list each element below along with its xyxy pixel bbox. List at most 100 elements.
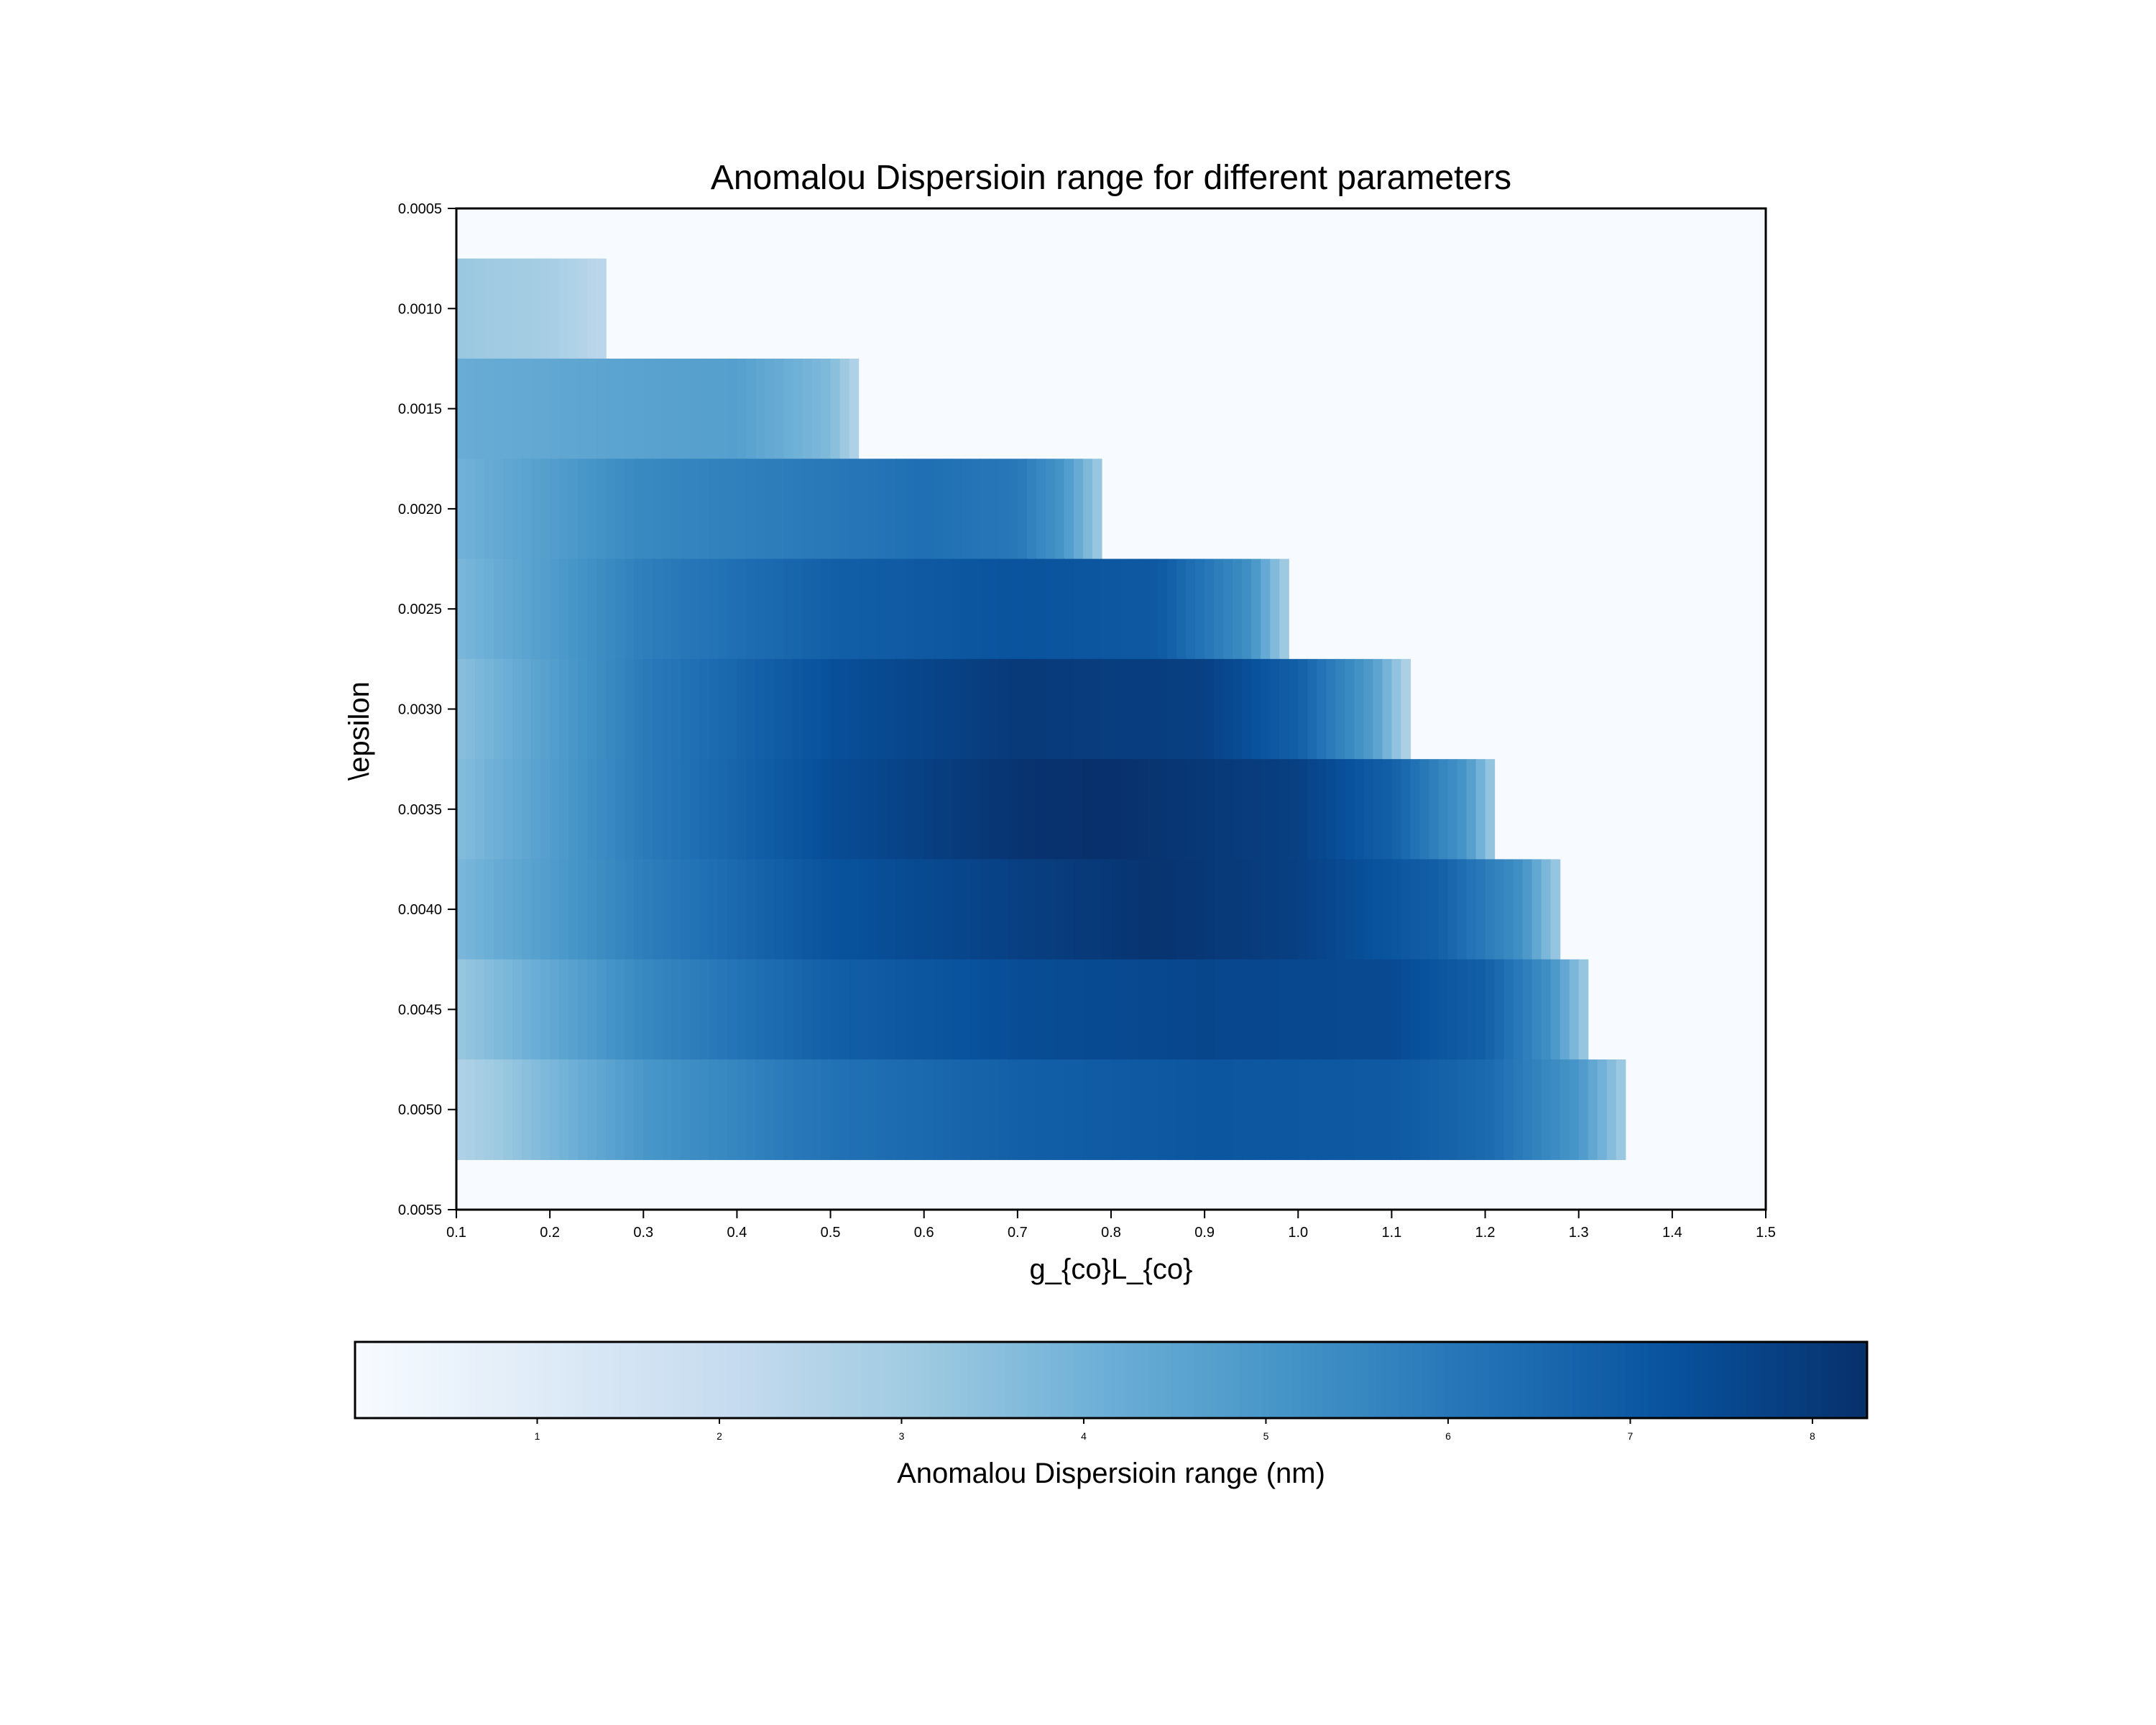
- heatmap-cell: [746, 358, 757, 459]
- colorbar-cell: [1473, 1342, 1483, 1418]
- heatmap-cell: [596, 759, 607, 860]
- heatmap-cell: [559, 859, 569, 960]
- heatmap-cell: [839, 558, 850, 660]
- colorbar-cell: [1065, 1342, 1074, 1418]
- colorbar-cell: [400, 1342, 409, 1418]
- y-tick-label: 0.0010: [398, 301, 442, 317]
- heatmap-cell: [783, 959, 794, 1060]
- colorbar-cell: [1821, 1342, 1830, 1418]
- heatmap-cell: [765, 358, 775, 459]
- heatmap-cell: [1064, 658, 1074, 760]
- colorbar-cell: [1565, 1342, 1573, 1418]
- heatmap-cell: [774, 558, 785, 660]
- heatmap-cell: [1026, 658, 1037, 760]
- heatmap-cell: [1233, 1059, 1243, 1160]
- colorbar-cell: [1269, 1342, 1279, 1418]
- heatmap-cell: [793, 658, 803, 760]
- heatmap-cell: [1382, 959, 1393, 1060]
- heatmap-cell: [718, 859, 729, 960]
- heatmap-cell: [587, 1059, 597, 1160]
- y-tick-label: 0.0005: [398, 201, 442, 217]
- heatmap-cell: [456, 258, 466, 359]
- heatmap-cell: [923, 859, 934, 960]
- heatmap-cell: [1223, 959, 1233, 1060]
- heatmap-cell: [746, 759, 757, 860]
- heatmap-cell: [1522, 859, 1533, 960]
- colorbar-cell: [1043, 1342, 1051, 1418]
- chart-title: Anomalou Dispersioin range for different…: [711, 159, 1511, 197]
- colorbar-cell: [710, 1342, 719, 1418]
- heatmap-cell: [550, 459, 560, 560]
- colorbar-cell: [1300, 1342, 1309, 1418]
- heatmap-cell: [952, 959, 962, 1060]
- heatmap-cell: [512, 859, 522, 960]
- colorbar-cell: [1557, 1342, 1565, 1418]
- heatmap-cell: [690, 459, 700, 560]
- heatmap-cell: [494, 759, 504, 860]
- heatmap-cell: [1485, 759, 1496, 860]
- colorbar-cell: [1118, 1342, 1127, 1418]
- colorbar-cell: [461, 1342, 469, 1418]
- heatmap-cell: [755, 459, 766, 560]
- heatmap-cell: [933, 759, 944, 860]
- heatmap-cell: [1064, 759, 1074, 860]
- heatmap-cell: [681, 1059, 691, 1160]
- heatmap-cell: [709, 658, 719, 760]
- y-tick-label: 0.0020: [398, 502, 442, 518]
- heatmap-cell: [512, 959, 522, 1060]
- heatmap-cell: [1242, 759, 1252, 860]
- heatmap-cell: [1401, 658, 1411, 760]
- colorbar-cell: [1610, 1342, 1618, 1418]
- heatmap-cell: [540, 959, 550, 1060]
- heatmap-cell: [1167, 658, 1177, 760]
- heatmap-cell: [1289, 759, 1299, 860]
- heatmap-cell: [1054, 859, 1065, 960]
- heatmap-cell: [1167, 558, 1177, 660]
- heatmap-cell: [914, 1059, 925, 1160]
- heatmap-cell: [802, 658, 813, 760]
- colorbar-cell: [1708, 1342, 1717, 1418]
- heatmap-cell: [718, 558, 729, 660]
- colorbar-cell: [1806, 1342, 1815, 1418]
- heatmap-cell: [839, 658, 850, 760]
- heatmap-cell: [587, 658, 597, 760]
- heatmap-cell: [1597, 1059, 1608, 1160]
- colorbar-cell: [544, 1342, 553, 1418]
- heatmap-cell: [503, 358, 513, 459]
- heatmap-cell: [811, 959, 822, 1060]
- heatmap-cell: [1401, 959, 1411, 1060]
- colorbar-cell: [876, 1342, 885, 1418]
- heatmap-cell: [980, 558, 990, 660]
- colorbar-cell: [551, 1342, 560, 1418]
- heatmap-cell: [1457, 859, 1468, 960]
- heatmap-cell: [886, 658, 897, 760]
- colorbar-cell: [1693, 1342, 1702, 1418]
- heatmap-cell: [1101, 558, 1112, 660]
- heatmap-cell: [1345, 759, 1355, 860]
- heatmap-cell: [653, 459, 663, 560]
- heatmap-cell: [522, 759, 532, 860]
- heatmap-cell: [699, 959, 709, 1060]
- heatmap-cell: [1373, 658, 1383, 760]
- heatmap-cell: [1419, 759, 1430, 860]
- heatmap-cell: [1279, 1059, 1289, 1160]
- heatmap-cell: [690, 1059, 700, 1160]
- colorbar-cell: [695, 1342, 704, 1418]
- heatmap-cell: [690, 358, 700, 459]
- heatmap-cell: [830, 859, 841, 960]
- heatmap-cell: [1026, 859, 1037, 960]
- colorbar-cell: [770, 1342, 779, 1418]
- heatmap-cell: [802, 459, 813, 560]
- heatmap-cell: [662, 759, 672, 860]
- heatmap-cell: [1167, 759, 1177, 860]
- heatmap-cell: [1326, 959, 1336, 1060]
- heatmap-cell: [765, 658, 775, 760]
- colorbar-cell: [1836, 1342, 1846, 1418]
- heatmap-cell: [1101, 859, 1112, 960]
- heatmap-cell: [774, 1059, 785, 1160]
- heatmap-cell: [531, 658, 541, 760]
- heatmap-cell: [1092, 459, 1102, 560]
- heatmap-cell: [737, 558, 747, 660]
- heatmap-cells: [456, 208, 1766, 1210]
- heatmap-cell: [1139, 658, 1149, 760]
